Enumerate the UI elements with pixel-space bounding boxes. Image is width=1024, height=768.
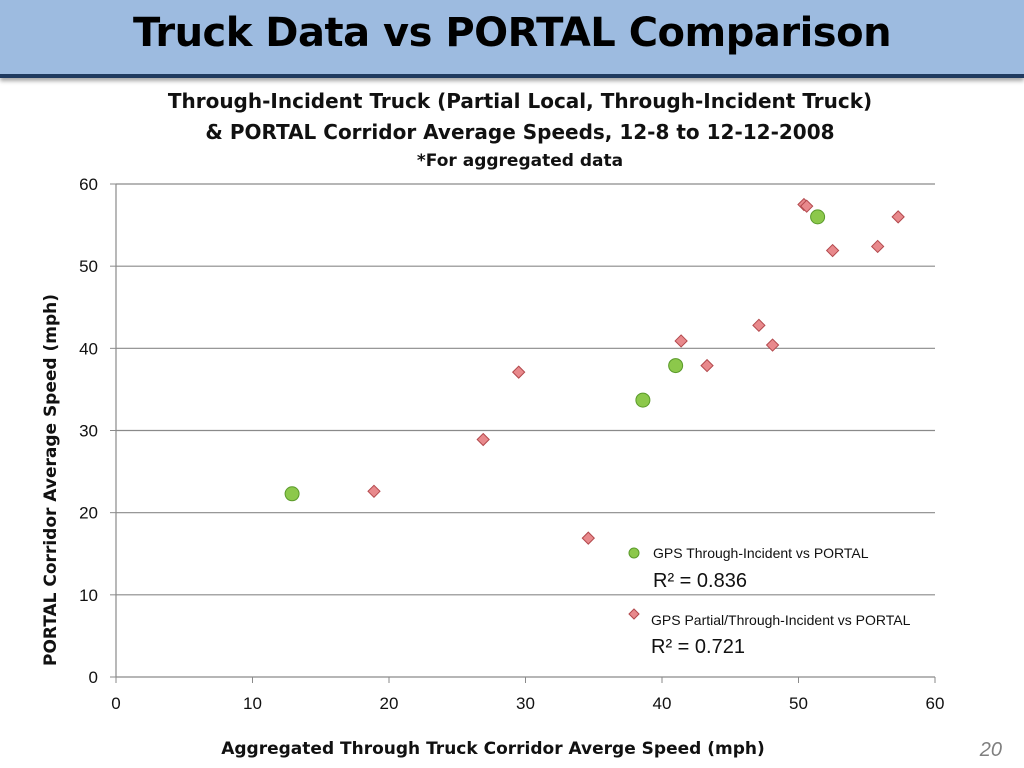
x-tick-label: 60 (926, 694, 945, 713)
partial-incident-point (765, 338, 780, 352)
gps-incident-point (284, 486, 300, 502)
chart-title: Through-Incident Truck (Partial Local, T… (120, 86, 920, 174)
data-points (284, 197, 905, 545)
partial-incident-point (870, 239, 885, 254)
partial-incident-point (752, 318, 766, 333)
partial-incident-point (700, 358, 714, 373)
chart-legend: GPS Through-Incident vs PORTAL R² = 0.83… (628, 545, 911, 658)
y-tick-label: 20 (79, 504, 98, 523)
x-axis-label: Aggregated Through Truck Corridor Averge… (221, 739, 765, 759)
gps-incident-point (810, 209, 826, 225)
gps-incident-point (635, 392, 651, 408)
y-tick-label: 50 (79, 257, 98, 276)
partial-incident-point (476, 432, 490, 447)
partial-incident-point (891, 210, 905, 224)
page-number: 20 (979, 739, 1002, 761)
x-tick-label: 50 (789, 694, 808, 713)
legend-gps-marker (628, 547, 640, 559)
partial-incident-point (799, 199, 814, 213)
gps-incident-point (668, 358, 684, 374)
partial-incident-point (367, 484, 381, 499)
x-tick-label: 10 (243, 694, 262, 713)
x-tick-label: 0 (111, 694, 120, 713)
partial-incident-point (825, 243, 840, 258)
y-tick-label: 30 (79, 422, 98, 441)
legend-partial-label: GPS Partial/Through-Incident vs PORTAL (651, 612, 911, 628)
y-tick-label: 10 (79, 586, 98, 605)
chart-title-line-1: Through-Incident Truck (Partial Local, T… (167, 89, 873, 113)
x-tick-label: 20 (380, 694, 399, 713)
y-tick-labels: 0 10 20 30 40 50 60 (79, 175, 98, 687)
gridlines (116, 183, 935, 596)
y-tick-label: 40 (79, 339, 98, 358)
partial-incident-point (674, 334, 688, 348)
y-tick-label: 0 (89, 668, 98, 687)
axes (110, 183, 936, 683)
partial-incident-point (511, 365, 526, 379)
slide-header: Truck Data vs PORTAL Comparison (0, 0, 1024, 78)
x-tick-label: 30 (516, 694, 535, 713)
chart-title-line-2: & PORTAL Corridor Average Speeds, 12-8 t… (205, 120, 835, 144)
slide-title: Truck Data vs PORTAL Comparison (132, 10, 892, 56)
legend-gps-r2: R² = 0.836 (653, 570, 747, 592)
y-tick-label: 60 (79, 175, 98, 194)
legend-partial-r2: R² = 0.721 (651, 636, 745, 658)
partial-incident-point (581, 531, 595, 545)
y-axis-label: PORTAL Corridor Average Speed (mph) (41, 294, 61, 666)
legend-partial-marker (628, 608, 640, 620)
chart-title-line-3: *For aggregated data (416, 151, 624, 171)
x-tick-labels: 0 10 20 30 40 50 60 (111, 694, 944, 713)
legend-gps-label: GPS Through-Incident vs PORTAL (653, 545, 869, 561)
x-tick-label: 40 (653, 694, 672, 713)
